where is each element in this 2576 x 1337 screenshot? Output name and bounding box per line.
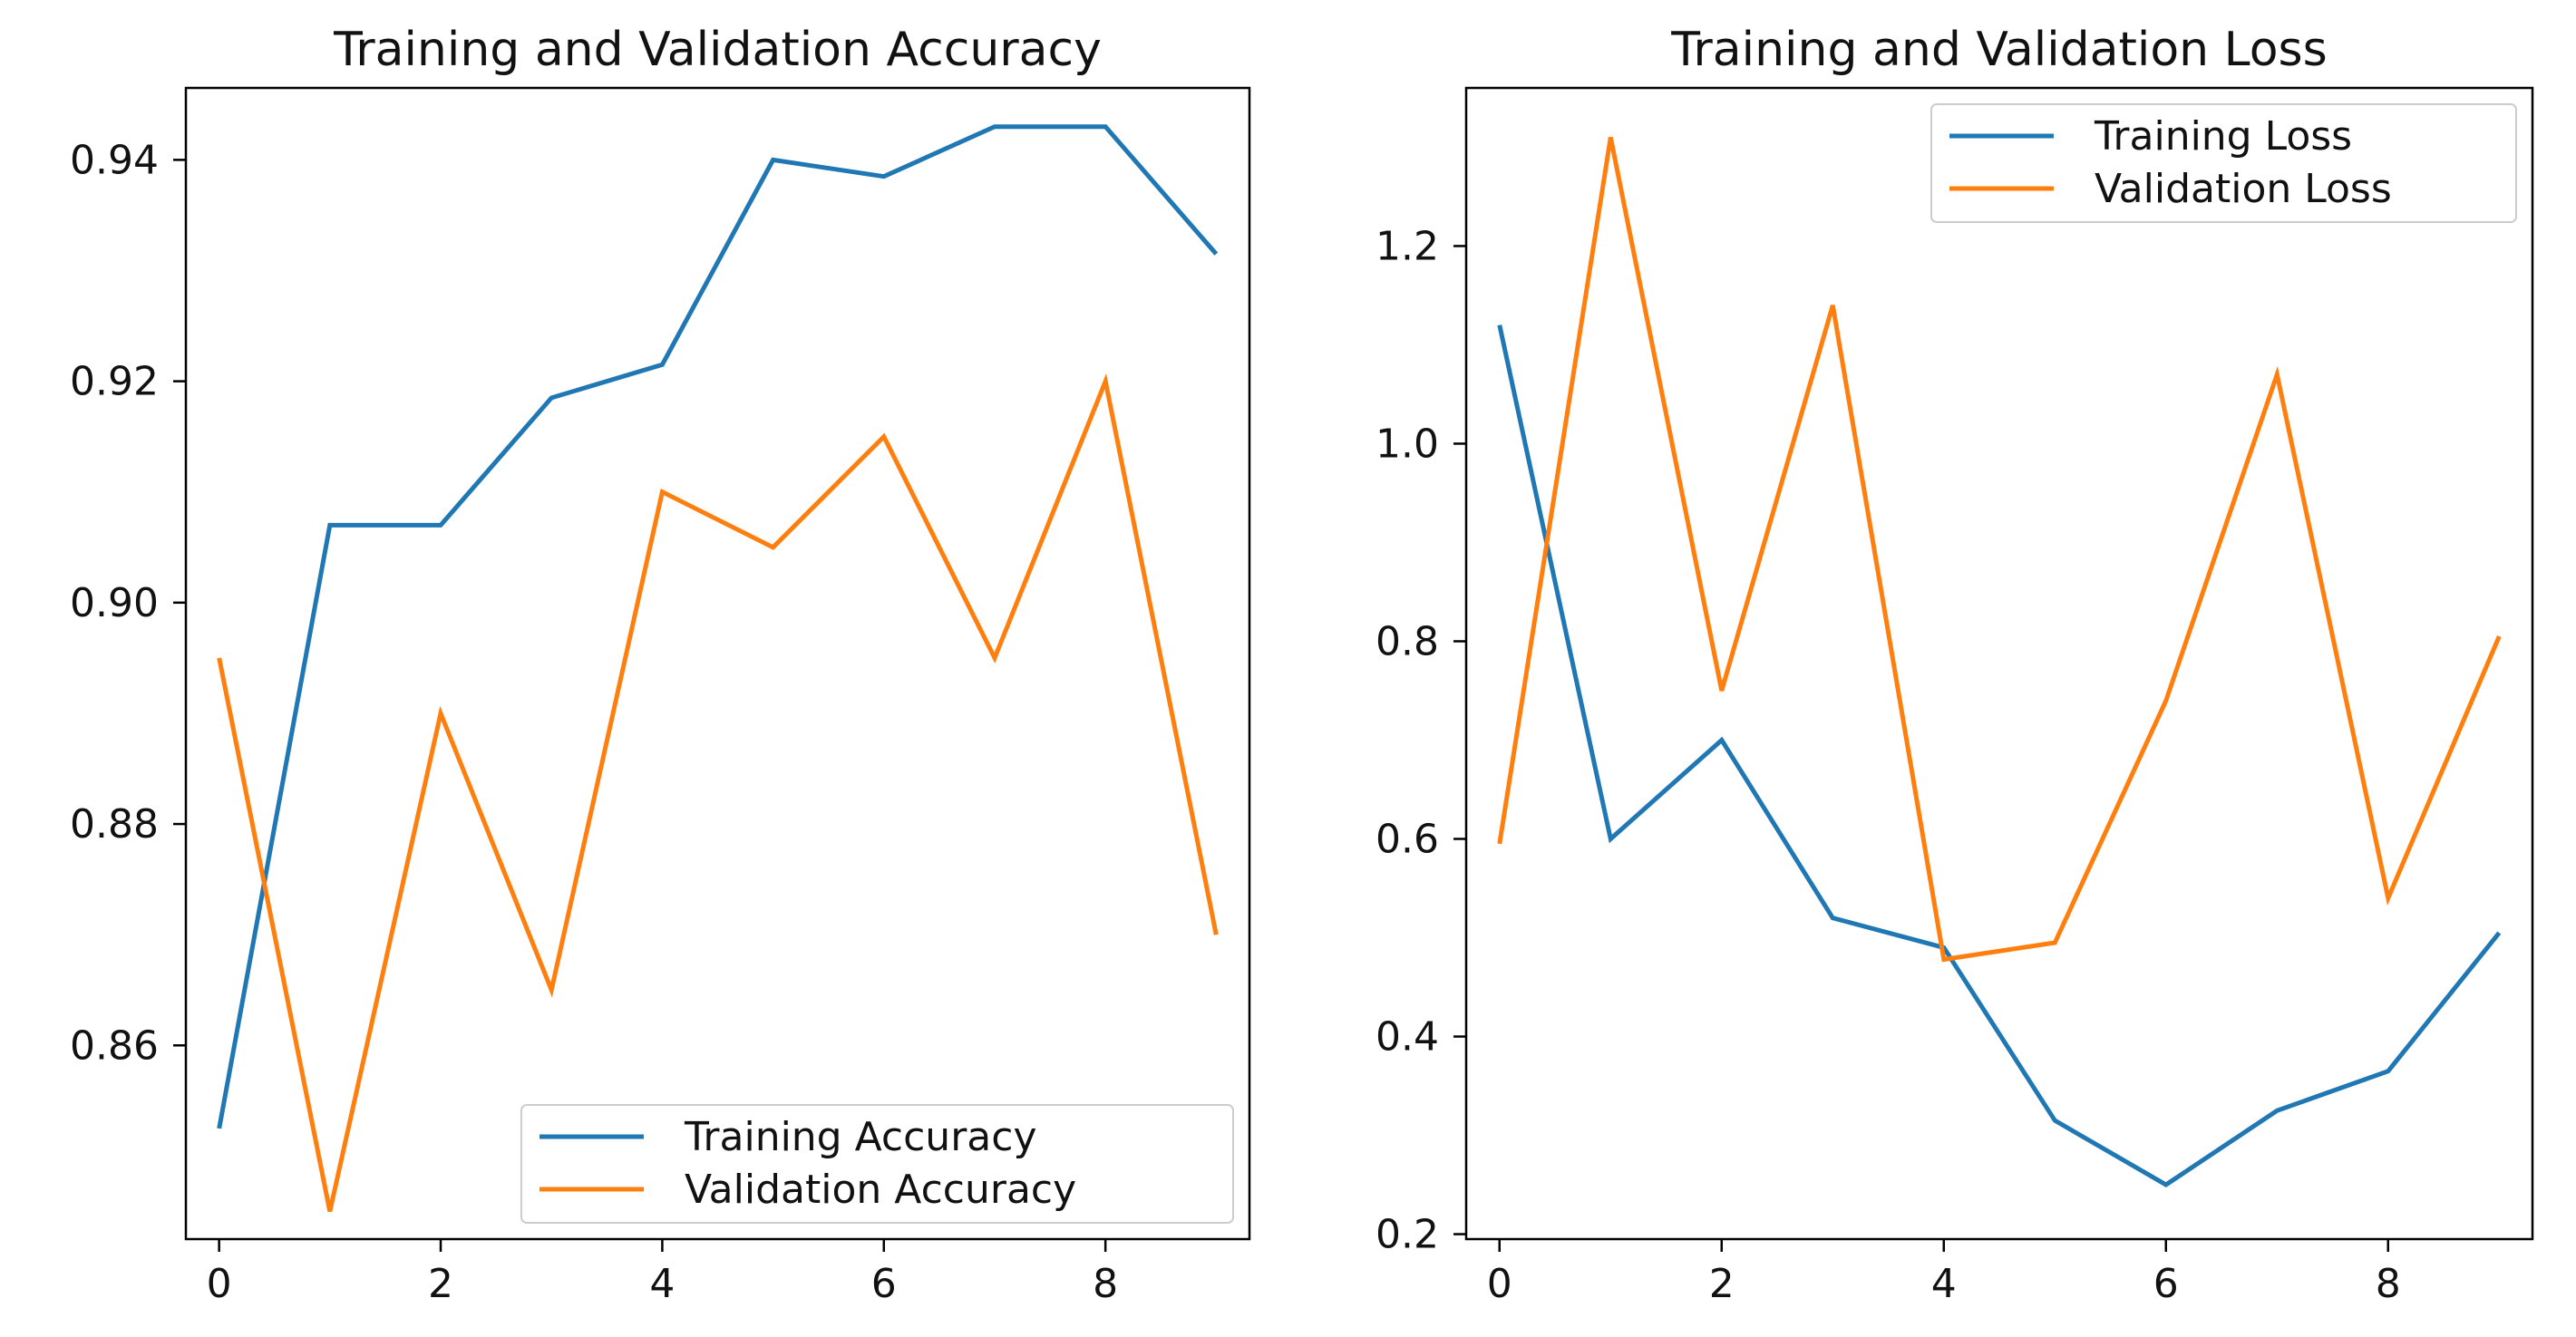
accuracy-legend-box [520,1104,1234,1224]
loss-legend-label: Validation Loss [2095,166,2392,212]
loss-chart: Training and Validation Loss 0 2 4 6 8 0.2 0.4 0… [1375,23,2534,1307]
loss-y-tick-label: 0.8 [1375,618,1439,664]
accuracy-legend: Training Accuracy Validation Accuracy [520,1104,1234,1224]
accuracy-x-tick-label: 2 [428,1261,453,1307]
accuracy-chart-title: Training and Validation Accuracy [333,23,1102,77]
loss-series-training-loss-line [1497,325,2502,1187]
loss-y-tick-label: 0.2 [1375,1212,1439,1258]
accuracy-y-tick-label: 0.86 [70,1022,159,1069]
loss-y-tick-label: 0.6 [1375,816,1439,862]
loss-y-tick-label: 1.0 [1375,421,1439,467]
accuracy-x-tick-label: 4 [649,1261,675,1307]
accuracy-legend-label: Validation Accuracy [685,1167,1076,1213]
loss-plot-frame [1464,86,2534,1241]
accuracy-plot-frame [184,86,1251,1241]
loss-legend: Training Loss Validation Loss [1930,103,2517,223]
loss-x-tick-label: 0 [1487,1261,1512,1307]
accuracy-x-tick-label: 6 [871,1261,897,1307]
loss-legend-box [1930,103,2517,223]
accuracy-y-tick-label: 0.92 [70,359,159,405]
loss-legend-label: Training Loss [2094,113,2352,160]
loss-x-tick-label: 6 [2153,1261,2179,1307]
accuracy-legend-label: Training Accuracy [684,1114,1036,1160]
accuracy-series-training-accuracy-line [217,124,1219,1129]
loss-x-tick-label: 8 [2376,1261,2401,1307]
loss-y-tick-label: 0.4 [1375,1014,1439,1061]
accuracy-y-tick-label: 0.88 [70,801,159,848]
loss-x-tick-label: 4 [1931,1261,1957,1307]
accuracy-y-tick-label: 0.94 [70,137,159,183]
loss-chart-title: Training and Validation Loss [1670,23,2327,77]
accuracy-series-validation-accuracy-line [217,373,1219,1213]
loss-y-tick-label: 1.2 [1375,223,1439,269]
loss-series-validation-loss-line [1497,137,2502,963]
accuracy-chart: Training and Validation Accuracy 0 2 4 6 8 0.8… [70,23,1251,1307]
accuracy-y-tick-label: 0.90 [70,580,159,626]
accuracy-x-tick-label: 8 [1093,1261,1118,1307]
loss-x-tick-label: 2 [1709,1261,1735,1307]
accuracy-x-tick-label: 0 [207,1261,232,1307]
